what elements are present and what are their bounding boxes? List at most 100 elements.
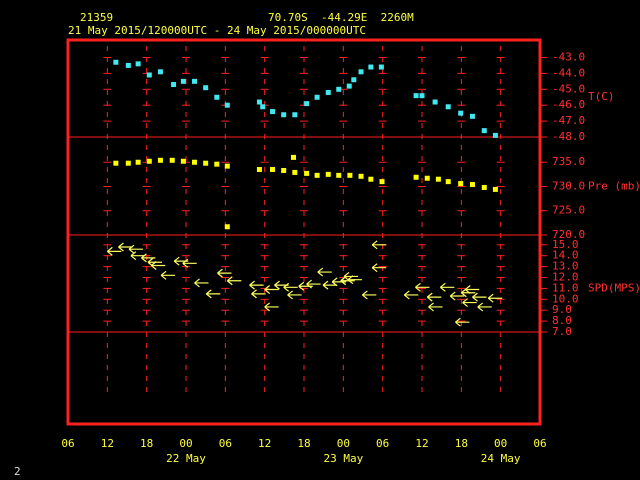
wind-arrow <box>217 268 232 278</box>
station-location: 70.70S -44.29E 2260M <box>268 11 414 24</box>
data-point <box>419 93 425 99</box>
wind-arrow <box>403 290 419 300</box>
wind-arrow <box>371 263 387 273</box>
data-point <box>458 110 464 116</box>
data-point <box>481 128 487 134</box>
x-tick-label: 06 <box>533 437 546 450</box>
x-tick-label: 06 <box>376 437 389 450</box>
data-point <box>157 69 163 75</box>
y-tick-label: -47.0 <box>552 114 585 127</box>
data-point <box>214 161 220 167</box>
y-tick-label: 12.0 <box>552 271 579 284</box>
y-axis-label: Pre (mb) <box>588 179 640 192</box>
data-point <box>260 104 266 110</box>
y-tick-label: 725.0 <box>552 204 585 217</box>
wind-arrow <box>128 244 143 254</box>
wind-arrow <box>415 282 430 292</box>
wind-arrow <box>472 292 487 302</box>
data-point <box>256 167 262 173</box>
data-point <box>469 113 475 119</box>
x-tick-label: 12 <box>415 437 428 450</box>
wind-arrow <box>150 261 166 270</box>
data-point <box>304 170 310 176</box>
data-point <box>113 59 119 65</box>
data-point <box>192 159 198 165</box>
data-point <box>351 77 357 83</box>
y-axis-label: SPD(MPS) <box>588 281 640 294</box>
y-axis-label: T(C) <box>588 90 615 103</box>
wind-arrow <box>449 291 465 301</box>
data-point <box>125 160 131 166</box>
wind-arrow <box>426 292 442 302</box>
wind-arrow <box>455 317 470 327</box>
y-tick-label: -48.0 <box>552 130 585 143</box>
y-tick-label: 13.0 <box>552 260 579 273</box>
wind-arrow <box>251 289 266 299</box>
data-point <box>171 82 177 88</box>
data-point <box>469 182 475 188</box>
wind-arrow <box>464 285 480 294</box>
data-point <box>336 86 342 92</box>
data-point <box>113 160 119 166</box>
data-point <box>481 184 487 190</box>
data-point <box>378 64 384 70</box>
y-tick-label: 14.0 <box>552 249 579 262</box>
data-point <box>146 72 152 78</box>
data-point <box>492 132 498 138</box>
x-tick-label: 00 <box>494 437 507 450</box>
wind-arrow <box>428 302 443 312</box>
x-tick-label: 00 <box>179 437 192 450</box>
wind-arrow <box>347 275 362 285</box>
wind-arrow <box>361 290 377 300</box>
wind-arrow <box>160 270 176 280</box>
data-point <box>432 99 438 105</box>
wind-arrow <box>283 282 298 292</box>
data-point <box>270 109 276 115</box>
x-tick-label: 18 <box>455 437 468 450</box>
data-point <box>435 176 441 182</box>
y-tick-label: 11.0 <box>552 281 579 294</box>
data-point <box>368 64 374 70</box>
wind-arrow <box>264 285 279 294</box>
data-point <box>157 157 163 163</box>
data-point <box>458 181 464 187</box>
wind-arrow <box>439 282 455 292</box>
data-point <box>224 163 230 169</box>
data-point <box>314 94 320 100</box>
data-point <box>180 158 186 164</box>
y-tick-label: -43.0 <box>552 50 585 63</box>
data-point <box>492 186 498 192</box>
data-point <box>291 154 297 160</box>
wind-arrow <box>130 251 145 261</box>
y-tick-label: 720.0 <box>552 228 585 241</box>
data-point <box>358 173 364 179</box>
wind-arrow <box>226 276 242 286</box>
data-point <box>368 176 374 182</box>
x-tick-label: 12 <box>258 437 271 450</box>
plot-frame <box>66 38 542 426</box>
data-point <box>358 69 364 75</box>
data-point <box>281 112 287 118</box>
data-point <box>445 104 451 110</box>
date-label: 24 May <box>481 452 521 465</box>
wind-arrow <box>106 246 122 256</box>
data-point <box>214 94 220 100</box>
data-point <box>379 179 385 185</box>
y-tick-label: 7.0 <box>552 325 572 338</box>
data-point <box>224 102 230 108</box>
date-label: 23 May <box>323 452 363 465</box>
wind-arrow <box>331 277 347 287</box>
data-point <box>325 89 331 95</box>
data-point <box>203 160 209 166</box>
data-point <box>146 158 152 164</box>
period: 21 May 2015/120000UTC - 24 May 2015/0000… <box>68 24 366 37</box>
data-point <box>192 78 198 84</box>
x-tick-label: 18 <box>140 437 153 450</box>
data-point <box>346 83 352 89</box>
y-tick-label: -46.0 <box>552 98 585 111</box>
x-tick-label: 00 <box>337 437 350 450</box>
wind-arrow <box>317 267 332 277</box>
wind-arrow <box>477 302 492 312</box>
